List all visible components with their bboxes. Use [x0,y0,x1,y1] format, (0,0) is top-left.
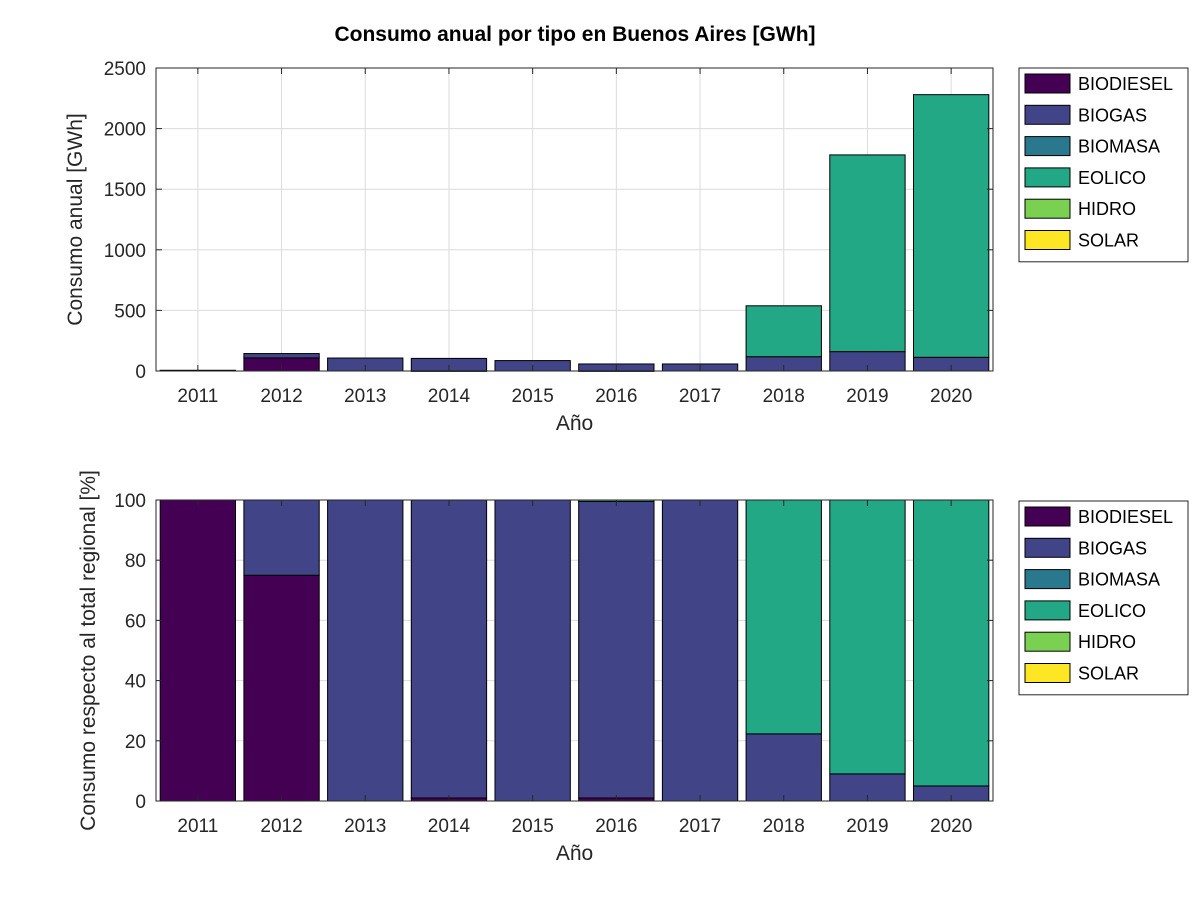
bottom-bar-biogas-2018 [745,733,822,802]
top-bar-eolico-2018 [745,305,822,358]
bottom-legend [1018,500,1189,696]
top-legend-swatch-solar [1024,230,1071,250]
bottom-legend-swatch-hidro [1024,631,1071,652]
bottom-xtick-label-4: 2015 [512,816,554,837]
top-legend-label-eolico: EOLICO [1078,168,1146,188]
bottom-xtick-label-6: 2017 [679,816,721,837]
bottom-bar-eolico-2020 [912,499,990,787]
bottom-bar-biodiesel-2012 [243,574,320,802]
top-legend-label-biogas: BIOGAS [1078,105,1147,125]
bottom-axes-frame [155,499,994,802]
top-xtick-label-3: 2014 [428,386,471,407]
top-ytick-label-4: 2000 [104,120,146,141]
bottom-ytick-label-5: 100 [114,491,146,512]
top-legend-label-biomasa: BIOMASA [1078,137,1160,157]
bottom-xtick-label-1: 2012 [260,816,302,837]
top-ytick-label-1: 500 [114,301,146,322]
bottom-xtick-label-2: 2013 [344,816,386,837]
bottom-legend-swatch-biogas [1024,537,1071,558]
bottom-bar-biodiesel-2011 [159,499,237,802]
bottom-legend-swatch-eolico [1024,600,1071,621]
top-bar-eolico-2020 [912,94,990,358]
bottom-bar-eolico-2019 [829,499,906,775]
top-ytick-label-2: 1000 [104,241,146,262]
bottom-ytick-label-4: 80 [125,551,146,572]
bottom-ytick-label-0: 0 [135,792,146,813]
bottom-bar-biogas-2012 [243,499,320,576]
top-legend-swatch-biodiesel [1024,73,1071,94]
top-xtick-label-0: 2011 [177,386,218,407]
top-chart: 0 500 1000 1500 2000 2500 2011 2012 2013 2014 2015… [64,59,1189,435]
top-legend [1018,67,1189,263]
top-legend-swatch-hidro [1024,198,1071,219]
bottom-legend-label-eolico: EOLICO [1078,601,1146,621]
bottom-xtick-label-9: 2020 [930,816,972,837]
top-xtick-label-7: 2018 [763,386,805,407]
top-legend-label-solar: SOLAR [1078,231,1139,251]
bottom-legend-label-hidro: HIDRO [1078,632,1136,652]
top-x-axis-label: Año [556,412,593,435]
top-legend-swatch-biomasa [1024,136,1071,157]
top-xtick-label-8: 2019 [846,386,888,407]
bottom-legend-label-biodiesel: BIODIESEL [1078,507,1173,527]
top-legend-swatch-eolico [1024,167,1071,188]
top-xtick-label-5: 2016 [595,386,637,407]
top-ytick-label-0: 0 [135,362,146,383]
bottom-bar-biogas-2017 [661,499,739,802]
top-xtick-label-2: 2013 [344,386,386,407]
top-legend-swatch-biogas [1024,104,1071,125]
top-bar-eolico-2019 [829,154,906,353]
top-bar-biogas-2012 [243,353,320,359]
figure-title: Consumo anual por tipo en Buenos Aires [… [334,23,815,46]
bottom-bar-biogas-2013 [327,499,404,802]
bottom-ytick-label-3: 60 [125,611,146,632]
bottom-legend-swatch-biodiesel [1024,506,1071,527]
bottom-chart: 0 20 40 60 80 100 2011 2012 2013 2014 2015 2016 2017… [77,470,1189,865]
top-axes-frame [155,67,994,372]
bottom-xtick-label-0: 2011 [177,816,218,837]
top-ytick-label-3: 1500 [104,180,146,201]
bottom-xtick-label-3: 2014 [428,816,471,837]
bottom-x-axis-label: Año [556,842,593,865]
bottom-legend-swatch-solar [1024,663,1071,683]
bottom-xtick-label-5: 2016 [595,816,637,837]
bottom-legend-label-biogas: BIOGAS [1078,538,1147,558]
bottom-xtick-label-8: 2019 [846,816,888,837]
top-xtick-label-4: 2015 [512,386,554,407]
bottom-legend-swatch-biomasa [1024,569,1071,590]
bottom-ytick-label-2: 40 [125,672,146,693]
bottom-ytick-label-1: 20 [125,732,146,753]
bottom-legend-label-biomasa: BIOMASA [1078,570,1160,590]
bottom-bar-eolico-2018 [745,499,822,735]
top-xtick-label-6: 2017 [679,386,721,407]
bottom-bar-biogas-2016 [578,501,655,799]
bottom-bar-biogas-2014 [410,499,488,799]
bottom-legend-label-solar: SOLAR [1078,664,1139,684]
bottom-xtick-label-7: 2018 [763,816,805,837]
top-legend-label-hidro: HIDRO [1078,199,1136,219]
top-legend-label-biodiesel: BIODIESEL [1078,74,1173,94]
top-xtick-label-9: 2020 [930,386,972,407]
top-xtick-label-1: 2012 [260,386,302,407]
bottom-y-axis-label: Consumo respecto al total regional [%] [77,470,100,831]
bottom-bar-biogas-2015 [494,499,571,802]
top-y-axis-label: Consumo anual [GWh] [64,113,87,325]
top-ytick-label-5: 2500 [104,59,146,80]
